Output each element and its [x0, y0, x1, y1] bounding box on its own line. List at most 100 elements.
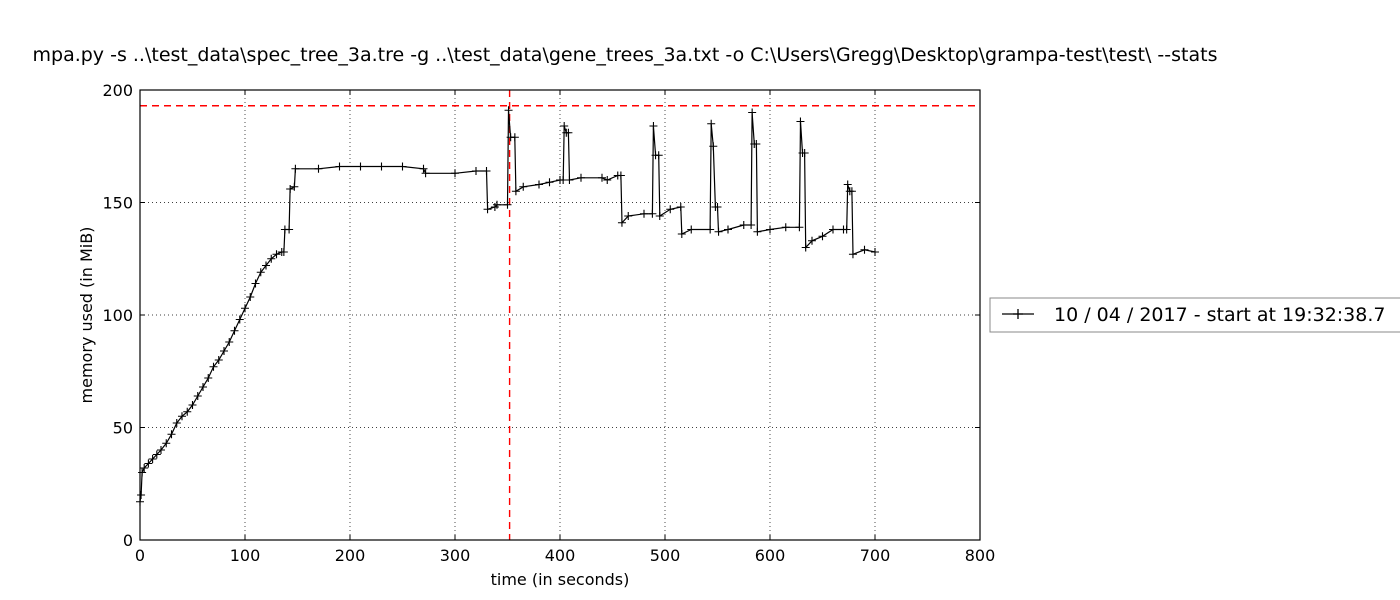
data-point — [795, 223, 804, 232]
data-point — [140, 464, 149, 472]
series-layer — [136, 106, 879, 506]
x-tick-label: 400 — [545, 546, 576, 565]
data-point — [472, 167, 480, 175]
data-point — [748, 108, 757, 117]
data-point — [565, 176, 574, 184]
data-point — [753, 227, 762, 236]
data-point — [747, 221, 756, 229]
data-point — [220, 347, 228, 355]
x-tick-label: 500 — [650, 546, 681, 565]
x-tick-label: 0 — [135, 546, 145, 565]
data-point — [483, 205, 492, 214]
x-tick-label: 700 — [860, 546, 891, 565]
data-point — [152, 450, 161, 459]
data-point — [564, 128, 573, 137]
data-point — [209, 362, 218, 371]
data-point — [510, 133, 519, 142]
data-point — [511, 187, 520, 196]
data-point — [419, 164, 428, 173]
data-point — [545, 178, 554, 187]
x-tick-label: 200 — [335, 546, 366, 565]
data-point — [482, 167, 491, 175]
data-point — [503, 200, 512, 209]
data-point — [714, 227, 723, 236]
data-point — [676, 203, 685, 211]
data-point — [291, 164, 300, 173]
data-point — [335, 162, 344, 171]
data-point — [262, 261, 270, 270]
data-point — [199, 383, 207, 391]
data-point — [617, 218, 626, 227]
data-point — [666, 205, 675, 214]
data-point — [654, 151, 663, 160]
data-point — [267, 254, 276, 263]
y-tick-label: 50 — [113, 419, 133, 438]
data-point — [624, 212, 633, 220]
data-point — [144, 459, 153, 468]
data-point — [560, 122, 569, 130]
data-point — [709, 142, 718, 151]
data-point — [204, 374, 213, 382]
data-point — [648, 209, 657, 218]
data-point — [377, 162, 386, 171]
data-point — [356, 162, 365, 171]
data-point — [148, 455, 157, 463]
data-point — [230, 326, 239, 335]
data-point — [577, 173, 585, 182]
data-point — [598, 173, 606, 182]
data-point — [421, 169, 430, 178]
data-point — [451, 169, 459, 178]
data-point — [138, 468, 147, 477]
y-tick-label: 150 — [102, 194, 133, 213]
data-point — [183, 407, 192, 416]
data-point — [796, 117, 805, 126]
data-point — [279, 248, 288, 256]
data-point — [286, 185, 295, 193]
data-point — [808, 236, 816, 245]
x-tick-label: 600 — [755, 546, 786, 565]
data-point — [842, 225, 851, 234]
data-point — [800, 149, 809, 157]
data-point — [766, 225, 774, 234]
data-point — [225, 338, 234, 346]
data-point — [290, 182, 299, 191]
data-point — [167, 430, 176, 439]
data-point — [285, 225, 294, 234]
grid-layer — [140, 90, 980, 540]
data-point — [687, 225, 696, 234]
data-point — [157, 446, 165, 454]
legend-box — [989, 297, 1400, 333]
series-line — [139, 110, 876, 502]
data-point — [843, 180, 852, 189]
data-point — [847, 187, 856, 196]
data-point — [235, 315, 244, 324]
y-axis-label: memory used (in MiB) — [77, 227, 96, 404]
data-point — [871, 248, 879, 256]
x-tick-label: 300 — [440, 546, 471, 565]
data-point — [251, 279, 260, 288]
x-tick-label: 100 — [230, 546, 261, 565]
data-point — [535, 180, 543, 189]
data-point — [193, 392, 202, 400]
data-point — [818, 232, 827, 241]
data-point — [172, 419, 181, 427]
y-tick-label: 0 — [123, 531, 133, 550]
data-point — [214, 356, 223, 364]
data-point — [493, 200, 501, 209]
data-point — [246, 293, 255, 301]
x-tick-label: 800 — [965, 546, 996, 565]
data-point — [781, 223, 790, 232]
legend-marker-swatch — [1013, 309, 1023, 319]
data-point — [256, 268, 265, 277]
data-point — [677, 230, 686, 238]
data-point — [616, 171, 625, 180]
data-point — [272, 250, 281, 259]
data-point — [162, 439, 171, 448]
data-point — [649, 122, 658, 130]
data-point — [178, 412, 186, 421]
chart-title: mpa.py -s ..\test_data\spec_tree_3a.tre … — [33, 44, 1218, 66]
data-point — [739, 221, 748, 229]
data-point — [752, 140, 761, 148]
data-point — [707, 119, 716, 128]
